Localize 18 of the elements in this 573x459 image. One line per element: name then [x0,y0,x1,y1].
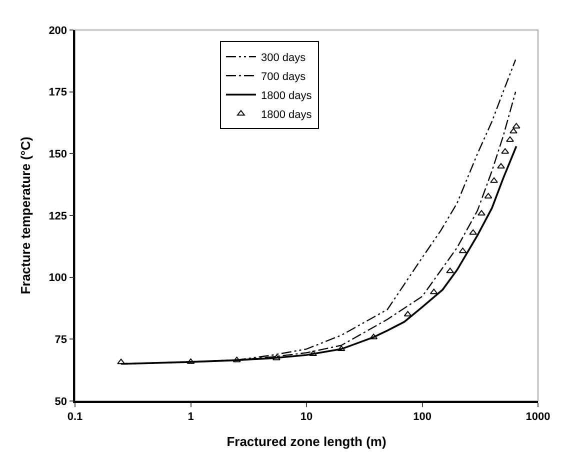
x-tick-label: 100 [413,410,432,423]
y-tick-label: 150 [48,148,68,161]
y-axis-title: Fracture temperature (°C) [18,136,34,294]
legend-label: 700 days [260,70,306,83]
y-tick-label: 100 [48,272,68,284]
y-tick-label: 175 [48,86,68,99]
x-tick-label: 0.1 [67,410,83,423]
legend-label: 1800 days [260,108,312,121]
y-tick-label: 50 [54,396,68,408]
y-tick-label: 75 [54,334,68,346]
x-tick-label: 1000 [526,410,550,423]
x-tick-label: 10 [300,410,313,423]
y-tick-label: 125 [48,210,68,222]
legend-label: 300 days [260,52,306,64]
y-tick-label: 200 [48,24,68,37]
x-axis-title: Fractured zone length (m) [226,434,386,450]
x-tick-label: 1 [188,410,194,423]
legend-label: 1800 days [260,90,312,102]
